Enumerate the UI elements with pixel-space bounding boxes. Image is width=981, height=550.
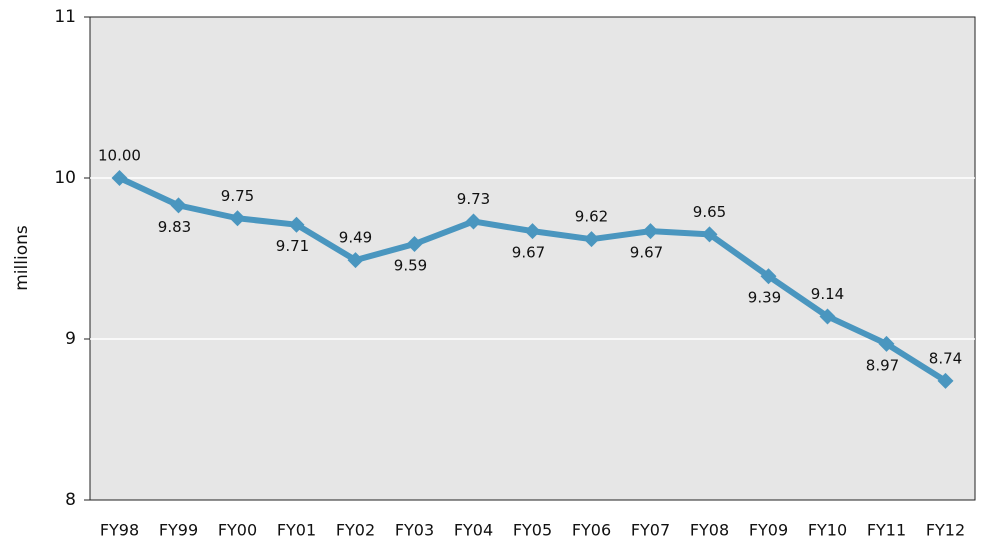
data-point bbox=[642, 223, 659, 240]
x-tick-label: FY04 bbox=[454, 521, 493, 540]
data-label: 9.67 bbox=[512, 244, 545, 262]
plot-area bbox=[89, 16, 976, 501]
data-point bbox=[229, 210, 246, 227]
x-tick-label: FY00 bbox=[218, 521, 257, 540]
data-point bbox=[937, 372, 954, 389]
data-label: 9.62 bbox=[575, 208, 608, 226]
x-tick-label: FY10 bbox=[808, 521, 847, 540]
data-label: 8.74 bbox=[929, 349, 962, 367]
data-label: 9.83 bbox=[158, 218, 191, 236]
data-point bbox=[878, 335, 895, 352]
x-tick-label: FY07 bbox=[631, 521, 670, 540]
x-tick-label: FY08 bbox=[690, 521, 729, 540]
y-tick-label: 9 bbox=[65, 329, 76, 349]
data-label: 9.14 bbox=[811, 285, 844, 303]
x-tick-label: FY11 bbox=[867, 521, 906, 540]
x-tick-label: FY05 bbox=[513, 521, 552, 540]
data-label: 9.39 bbox=[748, 289, 781, 307]
data-point bbox=[406, 236, 423, 253]
data-point bbox=[288, 216, 305, 233]
x-tick-label: FY01 bbox=[277, 521, 316, 540]
y-tick-label: 11 bbox=[54, 7, 76, 27]
data-label: 9.59 bbox=[394, 257, 427, 275]
data-label: 9.49 bbox=[339, 229, 372, 247]
data-label: 8.97 bbox=[866, 356, 899, 374]
data-point bbox=[583, 231, 600, 248]
y-tick-label: 8 bbox=[65, 490, 76, 510]
y-tick-label: 10 bbox=[54, 168, 76, 188]
data-point bbox=[819, 308, 836, 325]
data-point bbox=[701, 226, 718, 243]
y-axis-label: millions bbox=[12, 225, 32, 291]
x-tick-label: FY12 bbox=[926, 521, 965, 540]
x-tick-label: FY99 bbox=[159, 521, 198, 540]
data-point bbox=[347, 252, 364, 269]
data-label: 9.65 bbox=[693, 203, 726, 221]
data-label: 9.73 bbox=[457, 190, 490, 208]
x-tick-label: FY09 bbox=[749, 521, 788, 540]
data-point bbox=[111, 170, 128, 186]
data-point bbox=[465, 213, 482, 230]
data-label: 9.75 bbox=[221, 187, 254, 205]
x-tick-label: FY03 bbox=[395, 521, 434, 540]
data-point bbox=[170, 197, 187, 214]
data-label: 9.67 bbox=[630, 244, 663, 262]
x-tick-label: FY02 bbox=[336, 521, 375, 540]
x-tick-label: FY06 bbox=[572, 521, 611, 540]
data-label: 9.71 bbox=[276, 237, 309, 255]
data-point bbox=[760, 268, 777, 285]
x-tick-label: FY98 bbox=[100, 521, 139, 540]
data-point bbox=[524, 223, 541, 240]
data-label: 10.00 bbox=[98, 147, 141, 165]
